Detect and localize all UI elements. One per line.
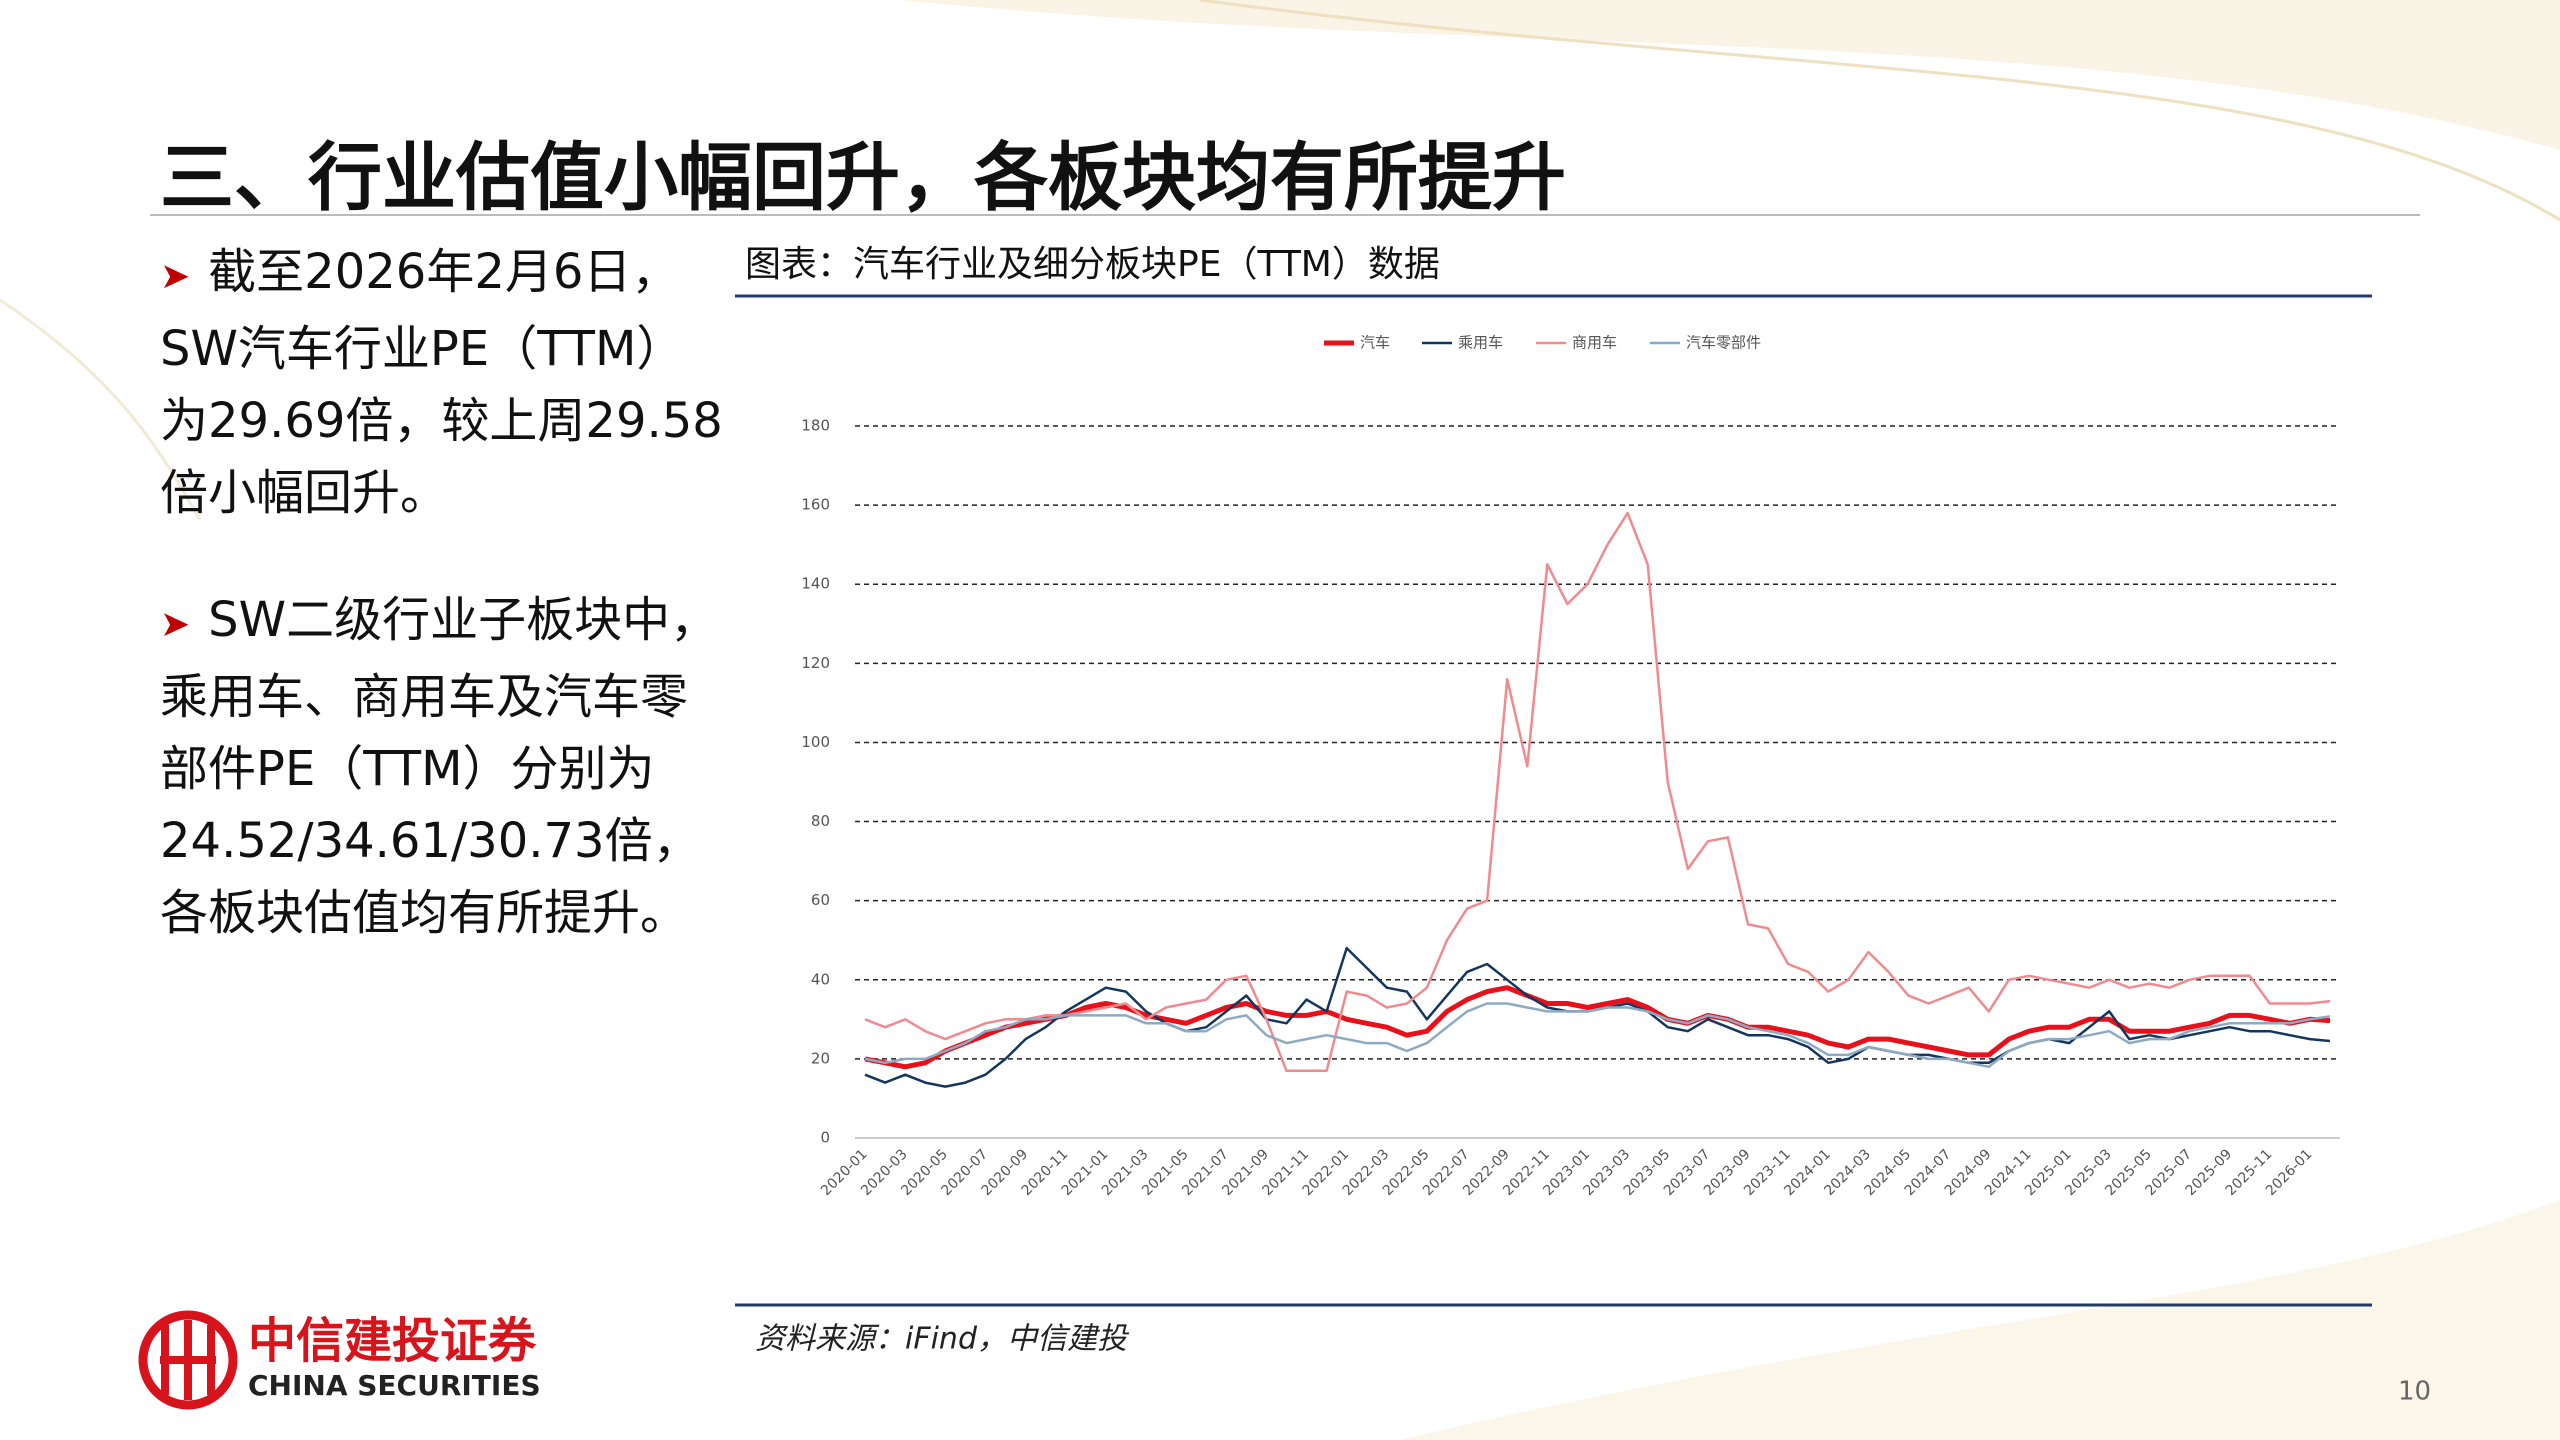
logo-cn: 中信建投证券	[248, 1313, 537, 1369]
y-tick-label: 120	[801, 654, 830, 672]
slide-title: 三、行业估值小幅回升，各板块均有所提升	[160, 135, 1566, 221]
logo-mark	[160, 1320, 216, 1400]
logo-en: CHINA SECURITIES	[248, 1369, 541, 1402]
y-tick-label: 20	[811, 1049, 830, 1067]
logo: 中信建投证券 CHINA SECURITIES	[138, 1310, 541, 1410]
series-line	[864, 985, 2331, 1070]
y-tick-label: 80	[811, 812, 830, 830]
bg-curve	[900, 0, 2560, 150]
y-tick-label: 180	[801, 417, 830, 435]
series-line	[864, 511, 2331, 1073]
bullet-text: SW二级行业子板块中，乘用车、商用车及汽车零部件PE（TTM）分别为24.52/…	[160, 592, 719, 941]
bullet-text: 截至2026年2月6日，SW汽车行业PE（TTM）为29.69倍，较上周29.5…	[160, 244, 723, 521]
bullet: ➤ SW二级行业子板块中，乘用车、商用车及汽车零部件PE（TTM）分别为24.52…	[160, 592, 719, 941]
source: 资料来源：iFind，中信建投	[755, 1322, 1130, 1357]
legend-label: 乘用车	[1458, 334, 1503, 352]
bg-curve	[0, 298, 202, 521]
legend-label: 汽车	[1360, 334, 1390, 352]
bg-curve	[1199, 0, 2560, 222]
y-tick-label: 60	[811, 891, 830, 909]
y-tick-label: 0	[820, 1129, 830, 1147]
y-tick-label: 160	[801, 496, 830, 514]
y-tick-label: 40	[811, 970, 830, 988]
title-rule	[150, 214, 2420, 216]
bullet: ➤ 截至2026年2月6日，SW汽车行业PE（TTM）为29.69倍，较上周29.…	[160, 244, 723, 521]
legend-label: 汽车零部件	[1686, 334, 1761, 352]
page-number: 10	[2398, 1377, 2431, 1407]
chart-title: 图表：汽车行业及细分板块PE（TTM）数据	[745, 244, 1440, 285]
y-tick-label: 140	[801, 575, 830, 593]
logo-mark	[138, 1310, 238, 1410]
y-tick-label: 100	[801, 733, 830, 751]
series-line	[864, 1002, 2331, 1069]
bg-curve	[1400, 1200, 2560, 1440]
legend-label: 商用车	[1572, 334, 1617, 352]
